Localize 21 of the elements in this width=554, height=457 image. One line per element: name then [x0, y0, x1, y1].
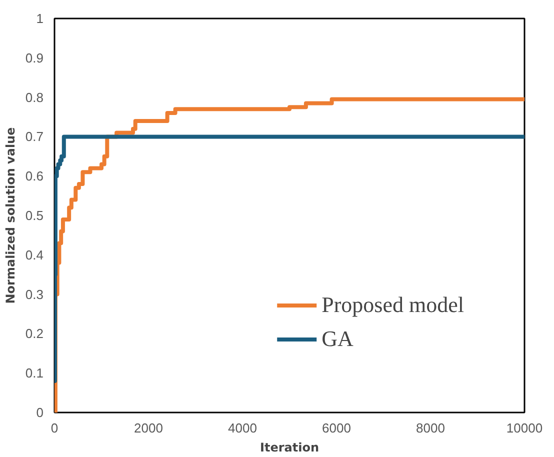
legend-label: Proposed model: [322, 292, 464, 318]
x-tick-label: 6000: [322, 420, 351, 436]
y-tick-label: 0.1: [25, 366, 44, 381]
y-axis-title: Normalized solution value: [3, 127, 18, 304]
y-tick-label: 0.7: [25, 129, 44, 144]
y-tick-label: 0.3: [25, 286, 44, 302]
y-tick-label: 0.4: [25, 247, 44, 262]
legend-label: GA: [322, 326, 354, 352]
x-axis-title: Iteration: [260, 440, 320, 454]
y-tick-label: 0.6: [25, 168, 44, 184]
x-tick-label: 0: [50, 420, 58, 436]
y-tick-label: 1: [36, 11, 44, 26]
y-tick-label: 0.2: [25, 326, 44, 342]
x-tick-label: 8000: [416, 420, 445, 436]
y-tick-label: 0.5: [25, 208, 44, 223]
x-tick-label: 10000: [506, 420, 543, 436]
x-tick-label: 2000: [134, 420, 163, 436]
y-tick-label: 0.9: [25, 50, 44, 66]
y-tick-label: 0: [36, 405, 44, 420]
y-tick-label: 0.8: [25, 90, 44, 105]
x-tick-label: 4000: [228, 420, 257, 436]
